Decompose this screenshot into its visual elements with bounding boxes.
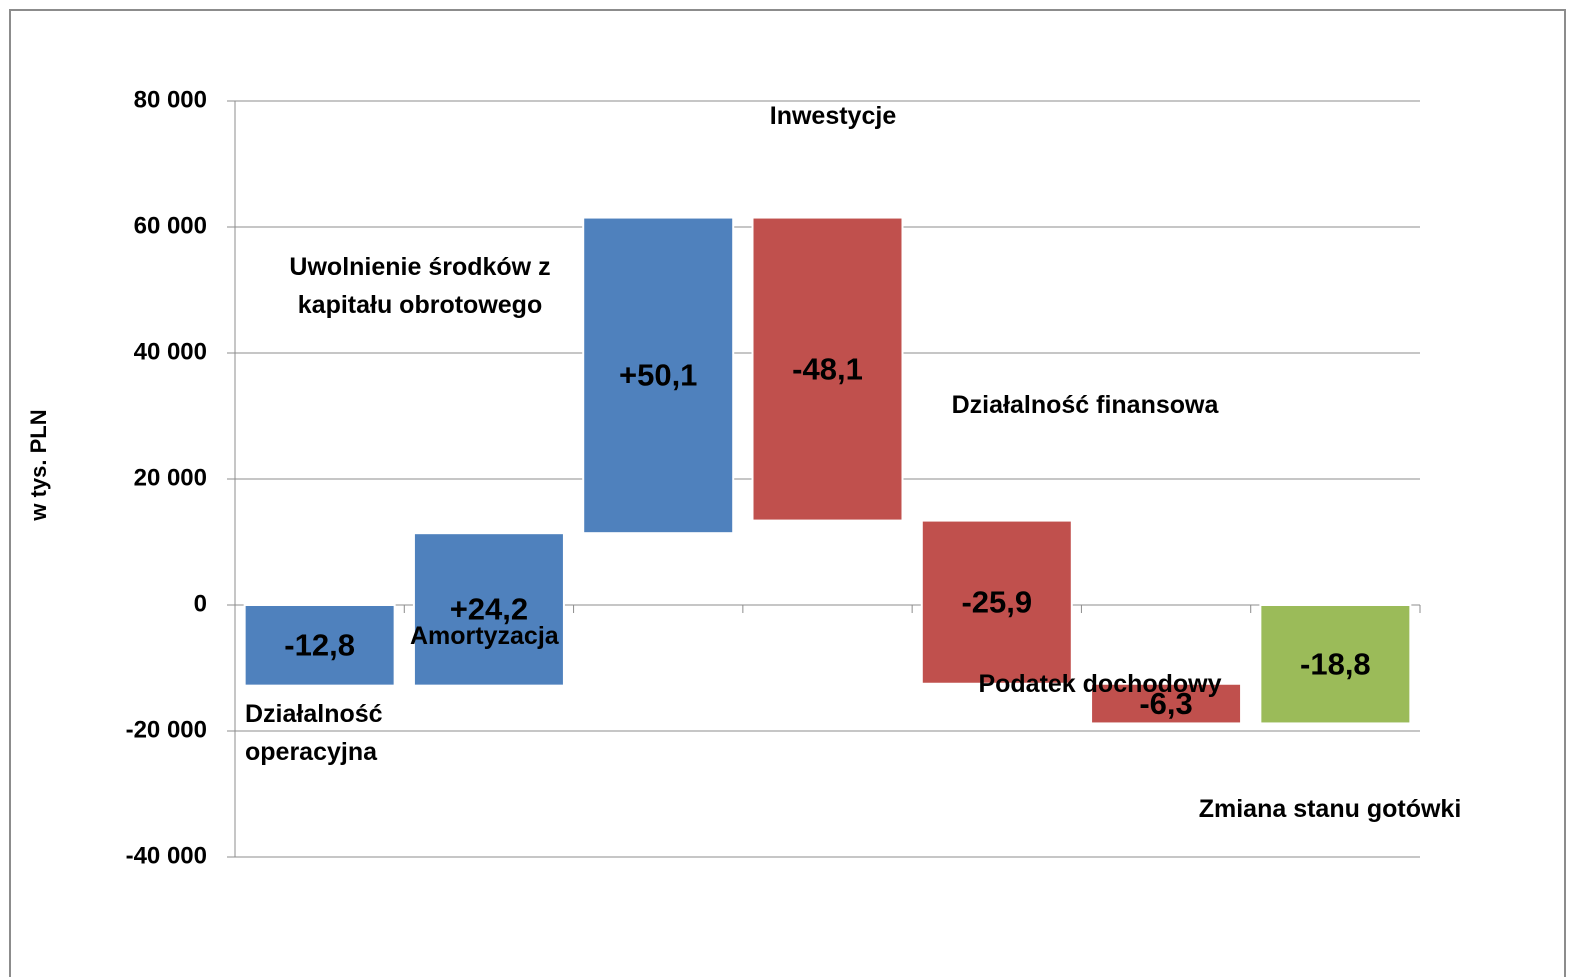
value-label: -12,8 xyxy=(284,628,355,663)
bar xyxy=(243,604,396,687)
category-label: Działalność finansowa xyxy=(951,391,1219,419)
category-label: Zmiana stanu gotówki xyxy=(1198,795,1462,823)
y-tick-label: 80 000 xyxy=(134,86,207,113)
y-tick-label: -40 000 xyxy=(126,842,207,869)
category-label: Inwestycje xyxy=(769,102,897,130)
category-label: Amortyzacja xyxy=(410,622,559,650)
category-label: Uwolnienie środków z kapitału obrotowego xyxy=(289,253,551,319)
y-tick-label: 60 000 xyxy=(134,212,207,239)
bar xyxy=(582,216,735,535)
value-label: -6,3 xyxy=(1139,686,1192,721)
value-label: -25,9 xyxy=(961,584,1032,619)
y-tick-label: 40 000 xyxy=(134,338,207,365)
chart-frame xyxy=(9,9,1566,977)
category-label: Działalność operacyjna xyxy=(245,700,383,766)
value-label: -48,1 xyxy=(792,351,863,386)
bar xyxy=(1090,682,1243,725)
bar xyxy=(751,216,904,522)
value-label: -18,8 xyxy=(1300,646,1371,681)
y-axis-label: w tys. PLN xyxy=(26,409,51,521)
bar xyxy=(1259,604,1412,725)
bar xyxy=(920,519,1073,685)
category-label: Podatek dochodowy xyxy=(978,670,1222,698)
y-tick-label: 20 000 xyxy=(134,464,207,491)
y-tick-label: 0 xyxy=(194,590,207,617)
value-label: +50,1 xyxy=(619,358,697,393)
value-label: +24,2 xyxy=(450,592,528,627)
y-tick-label: -20 000 xyxy=(126,716,207,743)
bar xyxy=(412,532,565,687)
